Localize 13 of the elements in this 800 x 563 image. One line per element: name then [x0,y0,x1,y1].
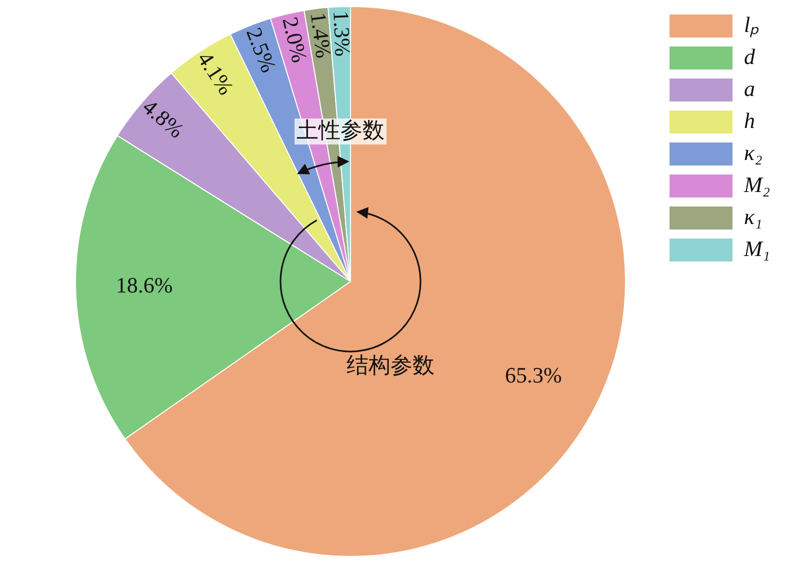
legend-label: a [744,76,756,101]
legend-label: κ₁ [744,204,762,229]
legend-label: κ₂ [744,140,763,165]
legend-label: lₚ [744,12,760,38]
text: 土性参数 [296,117,385,142]
data-label: 4.8% [138,94,189,143]
text: 结构参数 [346,352,435,378]
legend-label: M₁ [743,236,770,261]
legend-label: d [744,44,756,69]
data-label: 65.3% [504,362,562,388]
legend-label: M₂ [743,172,770,197]
data-label: 18.6% [116,272,173,298]
legend-label: h [744,108,756,133]
